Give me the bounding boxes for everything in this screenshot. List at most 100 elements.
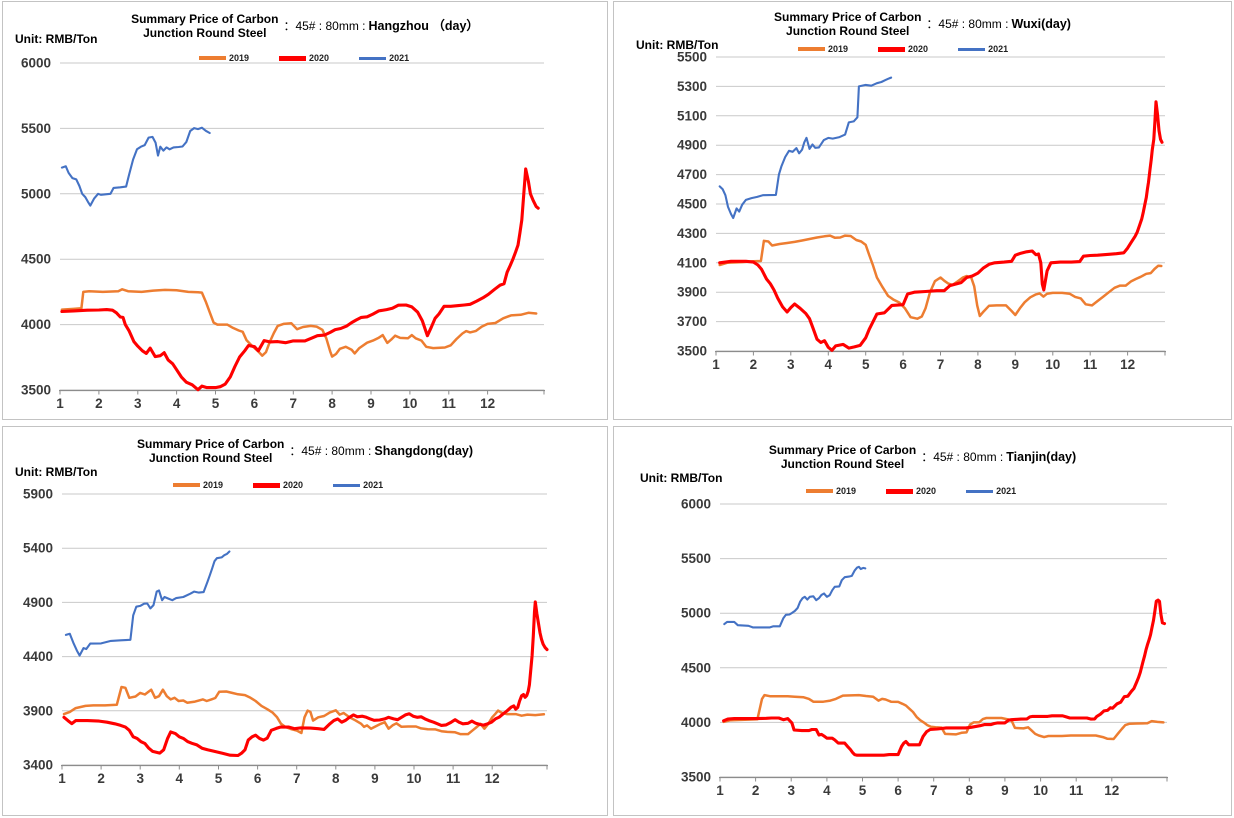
x-tick-label: 7 <box>937 357 945 372</box>
x-tick-label: 4 <box>176 771 184 786</box>
x-tick-label: 9 <box>1012 357 1020 372</box>
legend-swatch-2020 <box>878 46 906 52</box>
x-tick-label: 9 <box>367 396 375 411</box>
legend: 2019 2020 2021 <box>173 480 383 490</box>
legend-label-2020: 2020 <box>309 53 330 63</box>
series-line-2021 <box>723 565 867 629</box>
x-tick-label: 3 <box>134 396 142 411</box>
legend-swatch-2019 <box>798 47 825 51</box>
legend-label-2019: 2019 <box>203 480 224 490</box>
legend-item-2020: 2020 <box>878 44 928 54</box>
x-tick-label: 2 <box>752 783 760 798</box>
legend-swatch-2019 <box>806 489 833 493</box>
legend-label-2019: 2019 <box>828 44 849 54</box>
x-tick-label: 7 <box>293 771 301 786</box>
y-tick-label: 6000 <box>21 56 51 71</box>
y-tick-label: 3500 <box>681 770 711 785</box>
series-line-2019 <box>60 288 538 358</box>
unit-label: Unit: RMB/Ton <box>15 465 98 479</box>
legend-swatch-2020 <box>279 55 307 61</box>
series-line-2021 <box>718 76 893 220</box>
y-tick-label: 5000 <box>681 606 711 621</box>
y-tick-label: 4500 <box>677 197 707 212</box>
x-tick-label: 6 <box>894 783 902 798</box>
x-tick-label: 9 <box>1001 783 1009 798</box>
legend-label-2019: 2019 <box>836 486 857 496</box>
series-line-2020 <box>718 100 1164 352</box>
y-tick-label: 4700 <box>677 167 707 182</box>
y-tick-label: 4900 <box>677 138 707 153</box>
y-tick-label: 5500 <box>681 551 711 566</box>
x-tick-label: 8 <box>328 396 336 411</box>
legend-label-2021: 2021 <box>996 486 1017 496</box>
legend-item-2021: 2021 <box>958 44 1008 54</box>
x-tick-label: 10 <box>1045 357 1060 372</box>
y-tick-label: 4000 <box>21 317 51 332</box>
legend-label-2021: 2021 <box>988 44 1009 54</box>
y-tick-label: 4500 <box>681 660 711 675</box>
legend-label-2021: 2021 <box>389 53 410 63</box>
x-tick-label: 10 <box>1033 783 1048 798</box>
x-tick-label: 4 <box>825 357 833 372</box>
unit-label: Unit: RMB/Ton <box>636 38 719 52</box>
legend: 2019 2020 2021 <box>806 486 1016 496</box>
unit-label: Unit: RMB/Ton <box>640 471 723 485</box>
series-line-2020 <box>60 167 540 392</box>
x-tick-label: 11 <box>442 396 457 411</box>
y-tick-label: 3700 <box>677 314 707 329</box>
legend-item-2020: 2020 <box>253 480 303 490</box>
legend-label-2019: 2019 <box>229 53 250 63</box>
y-tick-label: 5300 <box>677 79 707 94</box>
legend-item-2021: 2021 <box>966 486 1016 496</box>
series-line-2020 <box>62 600 549 758</box>
legend-item-2021: 2021 <box>359 53 409 63</box>
legend-swatch-2020 <box>253 482 281 488</box>
x-tick-label: 1 <box>712 357 720 372</box>
line-chart-wuxi: 5500 5300 5100 4900 4700 4500 4300 4100 3900 3700… <box>677 50 1166 372</box>
x-tick-label: 11 <box>1069 783 1084 798</box>
legend-label-2021: 2021 <box>363 480 384 490</box>
x-tick-label: 5 <box>862 357 870 372</box>
x-tick-label: 12 <box>1120 357 1135 372</box>
legend-item-2020: 2020 <box>279 53 329 63</box>
y-tick-label: 5900 <box>23 487 53 502</box>
y-tick-label: 6000 <box>681 497 711 512</box>
legend: 2019 2020 2021 <box>199 53 409 63</box>
x-tick-label: 8 <box>966 783 974 798</box>
legend: 2019 2020 2021 <box>798 44 1008 54</box>
x-tick-label: 9 <box>371 771 379 786</box>
legend-item-2021: 2021 <box>333 480 383 490</box>
y-tick-label: 5100 <box>677 108 707 123</box>
legend-swatch-2021 <box>966 489 994 493</box>
x-tick-label: 8 <box>974 357 982 372</box>
x-tick-label: 1 <box>716 783 724 798</box>
y-tick-label: 3400 <box>23 758 53 773</box>
x-tick-label: 2 <box>95 396 103 411</box>
y-tick-label: 4300 <box>677 226 707 241</box>
x-tick-label: 3 <box>787 783 795 798</box>
x-tick-label: 2 <box>750 357 758 372</box>
y-tick-label: 5500 <box>677 50 707 65</box>
x-tick-label: 11 <box>1083 357 1098 372</box>
x-tick-label: 3 <box>136 771 144 786</box>
x-tick-label: 11 <box>446 771 461 786</box>
y-tick-label: 5400 <box>23 541 53 556</box>
series-line-2020 <box>722 598 1167 757</box>
y-tick-label: 5500 <box>21 121 51 136</box>
chart-panel-hangzhou: 6000 5500 5000 4500 4000 3500 1 2 3 4 5 6 7 8 9 10 11 12 … <box>2 1 608 420</box>
y-tick-label: 4900 <box>23 595 53 610</box>
legend-swatch-2019 <box>199 56 226 60</box>
x-tick-label: 8 <box>332 771 340 786</box>
series-line-2019 <box>718 234 1163 320</box>
x-tick-label: 12 <box>480 396 495 411</box>
x-tick-label: 6 <box>254 771 262 786</box>
chart-panel-wuxi: 5500 5300 5100 4900 4700 4500 4300 4100 3900 3700… <box>613 1 1232 420</box>
legend-label-2020: 2020 <box>916 486 937 496</box>
x-tick-label: 12 <box>1104 783 1119 798</box>
x-tick-label: 10 <box>406 771 421 786</box>
y-tick-label: 5000 <box>21 186 51 201</box>
x-tick-label: 1 <box>58 771 66 786</box>
